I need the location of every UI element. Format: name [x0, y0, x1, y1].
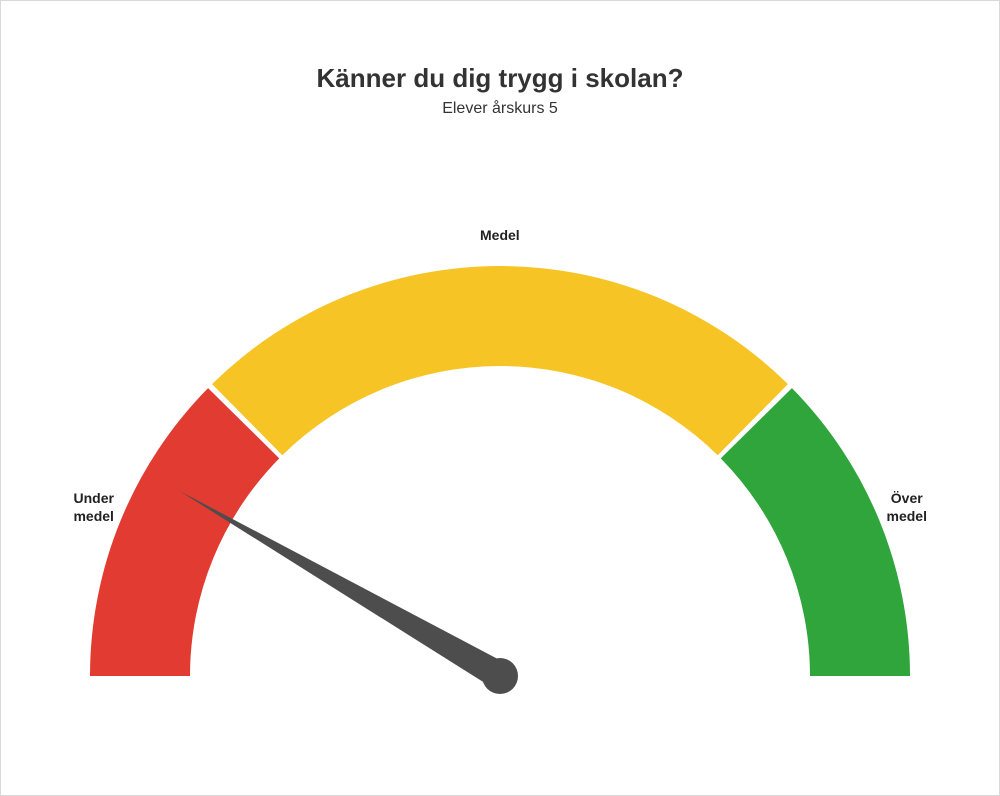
gauge-container: Under medel Medel Över medel [50, 156, 950, 721]
title-block: Känner du dig trygg i skolan? Elever års… [1, 63, 999, 118]
segment-label: Över medel [887, 490, 927, 525]
segment-labels: Under medel Medel Över medel [50, 156, 950, 716]
chart-frame: Känner du dig trygg i skolan? Elever års… [0, 0, 1000, 796]
chart-subtitle: Elever årskurs 5 [1, 100, 999, 118]
segment-label: Under medel [73, 490, 113, 525]
segment-label: Medel [480, 227, 520, 245]
chart-title: Känner du dig trygg i skolan? [1, 63, 999, 94]
